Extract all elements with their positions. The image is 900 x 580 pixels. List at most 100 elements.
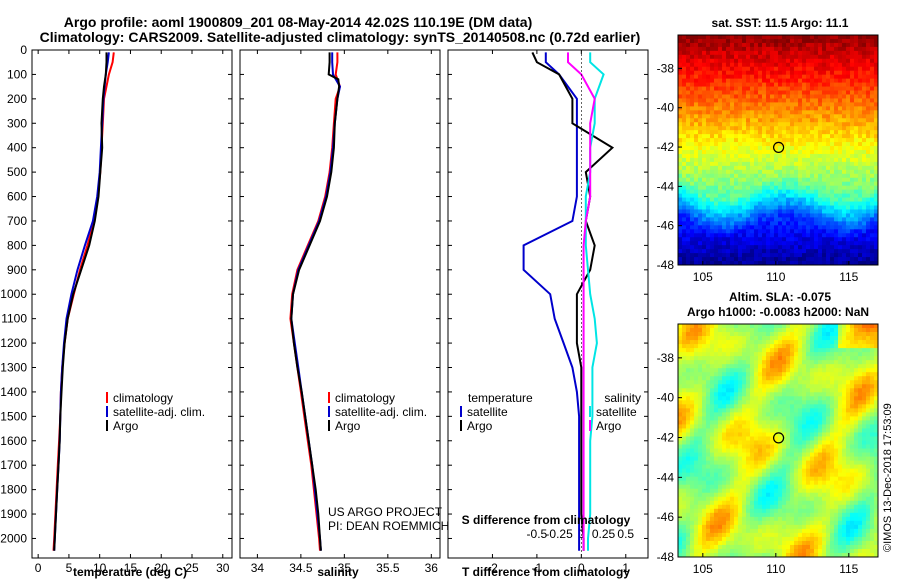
- depth-tick-label: 0: [20, 43, 27, 57]
- sst-map-frame: [677, 34, 879, 266]
- imos-watermark: ©IMOS 13-Dec-2018 17:53:09: [882, 403, 894, 552]
- legend-label-satellite: satellite-adj. clim.: [335, 405, 427, 419]
- map-x-tick-label: 105: [693, 562, 713, 576]
- map-y-tick-label: -42: [657, 140, 675, 154]
- sla-map-subtitle: Argo h1000: -0.0083 h2000: NaN: [687, 305, 869, 319]
- salinity-legend: climatology satellite-adj. clim. Argo: [328, 391, 427, 433]
- depth-tick-label: 700: [7, 214, 27, 228]
- temperature-xlabel: temperature (deg C): [73, 565, 187, 579]
- temperature-axis: 0 5 10 15 20 25 30: [35, 50, 230, 575]
- map-y-tick-label: -48: [657, 258, 675, 272]
- depth-tick-label: 2000: [0, 531, 27, 545]
- x-tick-label: 30: [216, 561, 230, 575]
- legend-label-temperature: temperature: [468, 391, 533, 405]
- s-diff-tick-label: -0.5: [527, 527, 548, 541]
- s-difference-axis: -0.5-0.25 0 0.25 0.5: [527, 527, 635, 541]
- map-y-tick-label: -42: [657, 431, 675, 445]
- map-y-tick-label: -44: [657, 179, 675, 193]
- difference-xlabel: T difference from climatology: [462, 565, 630, 579]
- depth-tick-label: 1700: [0, 458, 27, 472]
- sst-map-title: sat. SST: 11.5 Argo: 11.1: [712, 16, 849, 30]
- map-x-tick-label: 115: [839, 562, 858, 576]
- map-x-tick-label: 105: [693, 270, 713, 284]
- series-argo: [53, 52, 108, 551]
- x-tick-label: 25: [185, 561, 199, 575]
- salinity-lines: [289, 52, 342, 551]
- x-tick-label: 0: [35, 561, 42, 575]
- x-tick-label: 20: [155, 561, 169, 575]
- x-tick-label: 35.5: [376, 561, 400, 575]
- credit-project: US ARGO PROJECT: [328, 505, 443, 519]
- x-tick-label: 36: [425, 561, 439, 575]
- x-tick-label: 1: [622, 561, 629, 575]
- x-tick-label: 5: [66, 561, 73, 575]
- series-temperature-argo: [531, 51, 615, 551]
- legend-label-satellite: satellite-adj. clim.: [113, 405, 205, 419]
- sla-heatmap: [678, 324, 879, 558]
- sst-argo-location-marker: [772, 141, 785, 153]
- depth-tick-label: 1400: [0, 385, 27, 399]
- map-x-tick-label: 115: [839, 270, 858, 284]
- legend-label-climatology: climatology: [335, 391, 395, 405]
- depth-tick-label: 900: [7, 263, 27, 277]
- salinity-plot-frame: [239, 49, 441, 559]
- depth-axis: 0 100 200 300 400 500 600 700 800 900 1000 1100 1200…: [0, 43, 648, 545]
- sla-map-axes: 105 110 115 -38 -40 -42 -44 -46 -48: [657, 351, 859, 576]
- series-salinity-satellite: [584, 52, 605, 551]
- x-tick-label: 10: [93, 561, 107, 575]
- depth-tick-label: 1100: [1, 312, 27, 326]
- difference-plot-frame: [447, 49, 649, 559]
- depth-tick-label: 600: [7, 190, 27, 204]
- x-tick-label: 34.5: [289, 561, 313, 575]
- map-y-tick-label: -48: [657, 550, 675, 564]
- depth-tick-label: 1600: [0, 434, 27, 448]
- legend-label-s-satellite: satellite: [596, 405, 637, 419]
- figure-title-line1: Argo profile: aoml 1900809_201 08-May-20…: [64, 14, 532, 30]
- map-y-tick-label: -46: [657, 510, 675, 524]
- x-tick-label: 0: [578, 561, 585, 575]
- depth-tick-label: 100: [7, 67, 27, 81]
- s-diff-tick-label: 0.25: [592, 527, 616, 541]
- sla-map-frame: [677, 323, 879, 558]
- temperature-legend: climatology satellite-adj. clim. Argo: [106, 391, 205, 433]
- sst-map-axes: 105 110 115 -38 -40 -42 -44 -46 -48: [657, 61, 859, 284]
- depth-tick-label: 200: [7, 92, 27, 106]
- depth-tick-label: 1200: [0, 336, 27, 350]
- s-diff-tick-label: 0.5: [617, 527, 634, 541]
- map-y-tick-label: -40: [657, 101, 675, 115]
- salinity-axis: 34 34.5 35 35.5 36: [251, 50, 439, 575]
- legend-label-s-argo: Argo: [596, 419, 622, 433]
- x-tick-label: -2: [487, 561, 498, 575]
- series-climatology: [52, 52, 115, 551]
- x-tick-label: -1: [532, 561, 543, 575]
- map-y-tick-label: -46: [657, 219, 675, 233]
- map-y-tick-label: -40: [657, 391, 675, 405]
- legend-label-climatology: climatology: [113, 391, 173, 405]
- depth-tick-label: 1300: [0, 361, 27, 375]
- sla-map-title: Altim. SLA: -0.075: [729, 290, 831, 304]
- map-x-tick-label: 110: [766, 562, 785, 576]
- map-y-tick-label: -38: [657, 351, 675, 365]
- x-tick-label: 35: [338, 561, 352, 575]
- sla-argo-location-marker: [772, 432, 785, 444]
- temperature-lines: [52, 52, 115, 551]
- legend-label-salinity: salinity: [604, 391, 641, 405]
- salinity-xlabel: salinity: [317, 565, 359, 579]
- depth-tick-label: 1500: [0, 409, 27, 423]
- difference-lines: [522, 50, 615, 558]
- series-argo: [290, 52, 341, 551]
- x-tick-label: 34: [251, 561, 265, 575]
- depth-tick-label: 1900: [0, 507, 27, 521]
- depth-tick-label: 800: [7, 238, 27, 252]
- legend-label-argo: Argo: [113, 419, 139, 433]
- legend-label-t-argo: Argo: [467, 419, 493, 433]
- map-y-tick-label: -38: [657, 61, 675, 75]
- figure-title-line2: Climatology: CARS2009. Satellite-adjuste…: [40, 29, 641, 45]
- depth-tick-label: 1000: [0, 287, 27, 301]
- depth-tick-label: 500: [7, 165, 27, 179]
- t-difference-axis: -2 -1 0 1: [487, 50, 629, 575]
- legend-label-t-satellite: satellite: [467, 405, 508, 419]
- map-y-tick-label: -44: [657, 470, 675, 484]
- s-difference-xlabel: S difference from climatology: [462, 513, 631, 527]
